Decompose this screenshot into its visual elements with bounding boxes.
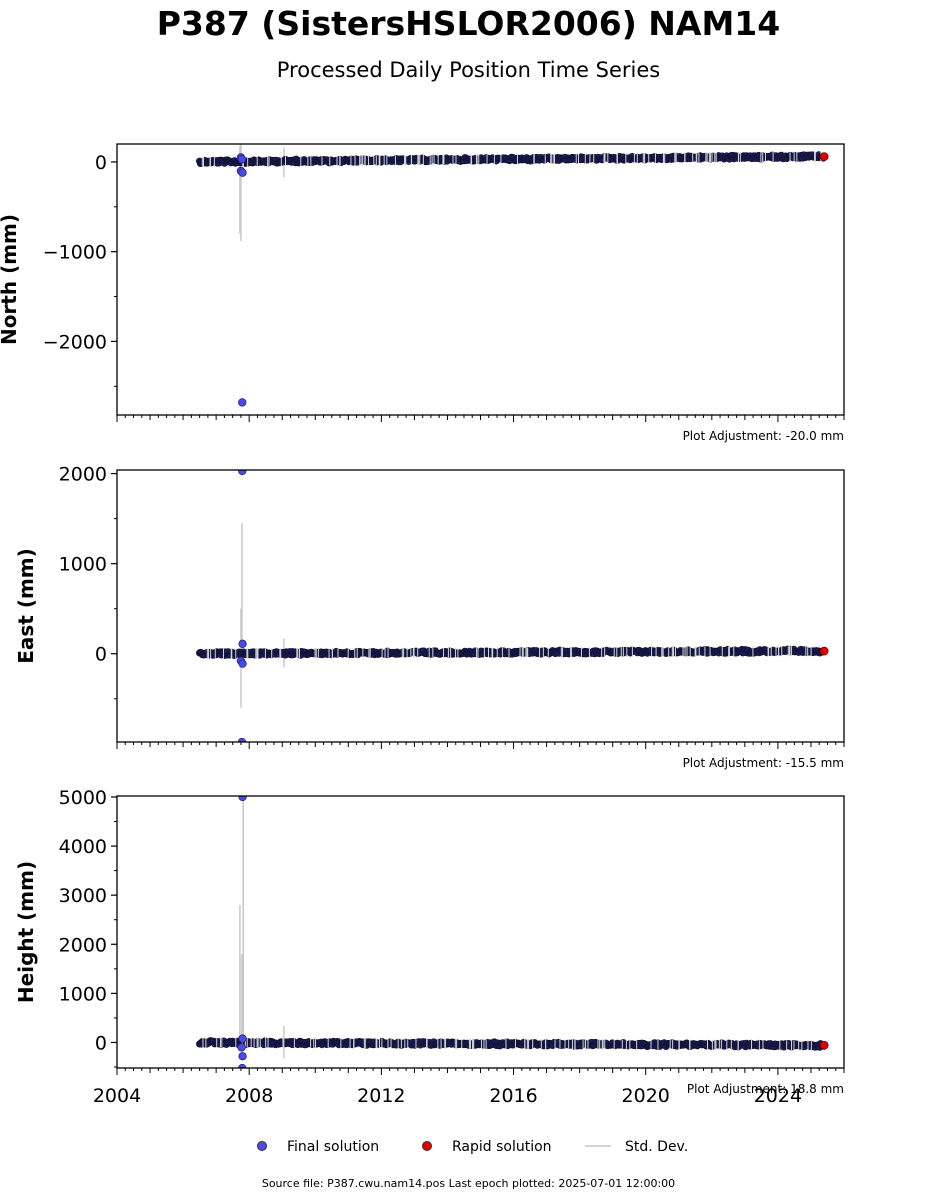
plot-area xyxy=(196,144,829,407)
panel-frame xyxy=(116,469,845,743)
y-axis-label: Height (mm) xyxy=(14,861,38,1003)
final-outlier-point xyxy=(238,659,247,668)
y-tick-label: 2000 xyxy=(59,464,107,486)
y-tick-label: 1000 xyxy=(59,983,107,1005)
panel-frame xyxy=(116,143,845,416)
x-tick-label: 2004 xyxy=(93,1085,141,1107)
y-tick-label: −2000 xyxy=(43,331,107,353)
y-tick-label: 0 xyxy=(95,152,107,174)
final-outlier-point xyxy=(238,639,247,648)
final-outlier-point xyxy=(237,1043,246,1052)
x-tick-label: 2016 xyxy=(489,1085,537,1107)
y-tick-label: 1000 xyxy=(59,554,107,576)
x-tick-label: 2008 xyxy=(225,1085,273,1107)
plot-area xyxy=(196,796,829,1068)
rapid-point xyxy=(819,1040,829,1050)
legend-rapid-marker xyxy=(422,1138,432,1154)
legend-stddev-marker xyxy=(585,1138,611,1154)
final-outlier-point xyxy=(238,1034,247,1043)
source-footer: Source file: P387.cwu.nam14.pos Last epo… xyxy=(261,1177,676,1190)
y-tick-label: 3000 xyxy=(59,885,107,907)
plot-adjustment-label: Plot Adjustment: 18.8 mm xyxy=(687,1082,844,1096)
y-tick-label: 5000 xyxy=(59,787,107,809)
final-outlier-point xyxy=(238,168,247,177)
rapid-point xyxy=(819,152,829,161)
legend-final-marker xyxy=(257,1138,267,1154)
rapid-point xyxy=(819,646,829,656)
legend-rapid-label: Rapid solution xyxy=(452,1139,552,1155)
panel-frame xyxy=(116,795,845,1069)
y-tick-label: −1000 xyxy=(43,242,107,264)
y-axis-label: North (mm) xyxy=(0,214,21,345)
panel-1: 0 −1000 −2000 North (mm) Plot Adjustment: -2… xyxy=(0,143,845,443)
x-tick-label: 2024 xyxy=(754,1085,802,1107)
final-outlier-point xyxy=(238,398,247,407)
final-outlier-point xyxy=(237,155,247,164)
chart-subtitle: Processed Daily Position Time Series xyxy=(276,58,661,82)
plot-area xyxy=(196,470,829,742)
final-outlier-point xyxy=(237,737,247,742)
legend-stddev-label: Std. Dev. xyxy=(625,1139,689,1155)
final-outlier-point xyxy=(238,1052,247,1061)
x-tick-label: 2020 xyxy=(622,1085,670,1107)
plot-adjustment-label: Plot Adjustment: -20.0 mm xyxy=(683,429,844,443)
final-outlier-point xyxy=(238,470,247,476)
final-outlier-point xyxy=(238,796,247,802)
legend-final-label: Final solution xyxy=(287,1139,380,1155)
y-tick-label: 2000 xyxy=(59,934,107,956)
legend: Final solution Rapid solution Std. Dev. xyxy=(0,1138,937,1158)
x-tick-label: 2012 xyxy=(357,1085,405,1107)
y-tick-label: 0 xyxy=(95,644,107,666)
y-tick-label: 4000 xyxy=(59,836,107,858)
panel-3: 5000 4000 3000 2000 1000 0 Height (mm) Plot Adj… xyxy=(14,787,845,1096)
y-axis-label: East (mm) xyxy=(14,548,38,664)
y-tick-label: 0 xyxy=(95,1032,107,1054)
plot-adjustment-label: Plot Adjustment: -15.5 mm xyxy=(683,756,844,770)
panel-2: 2000 1000 0 East (mm) Plot Adjustment: -15.5… xyxy=(14,464,845,770)
chart-title: P387 (SistersHSLOR2006) NAM14 xyxy=(156,4,781,43)
